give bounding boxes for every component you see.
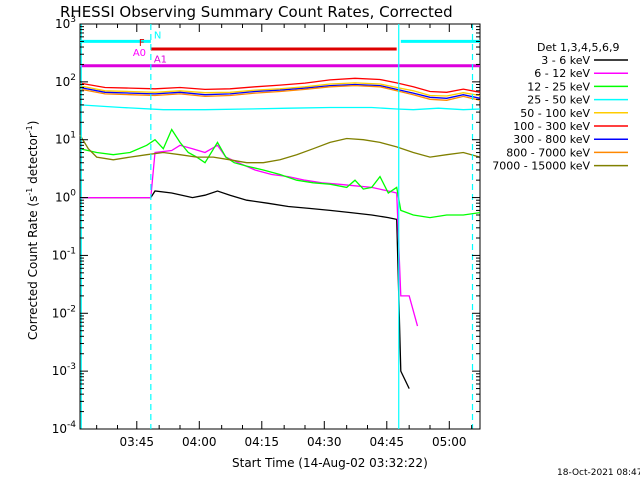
series-line-8 <box>79 84 481 101</box>
flag-label-n: N <box>154 30 161 41</box>
y-tick-label-6: 101 <box>55 131 76 147</box>
flag-label-f: F <box>139 38 145 49</box>
y-tick-label-3: 10-2 <box>52 304 76 320</box>
y-tick-label-7: 102 <box>55 73 76 89</box>
legend-label-6: 100 - 300 keV <box>513 120 590 133</box>
legend-label-1: 3 - 6 keV <box>541 54 590 67</box>
y-tick-label-4: 10-1 <box>52 246 76 262</box>
series-line-9 <box>79 134 481 164</box>
series-line-7 <box>79 83 481 99</box>
x-tick-label-3: 04:15 <box>244 435 279 449</box>
legend-label-4: 25 - 50 keV <box>527 94 590 107</box>
series-line-6 <box>79 77 481 93</box>
plot-frame <box>79 23 481 430</box>
legend-label-7: 300 - 800 keV <box>513 133 590 146</box>
legend-label-8: 800 - 7000 keV <box>506 146 590 159</box>
series-layer <box>79 77 481 389</box>
x-tick-label-4: 04:30 <box>307 435 342 449</box>
generation-timestamp: 18-Oct-2021 08:47 <box>557 468 640 478</box>
flag-label-a1: A1 <box>154 55 167 66</box>
x-axis: 03:45 04:00 04:15 04:30 04:45 05:00 <box>96 24 473 449</box>
legend-label-3: 12 - 25 keV <box>527 80 590 93</box>
x-tick-label-2: 04:00 <box>182 435 217 449</box>
legend-label-2: 6 - 12 keV <box>534 67 590 80</box>
series-line-3 <box>79 128 481 219</box>
x-tick-label-5: 04:45 <box>369 435 404 449</box>
vertical-markers-layer <box>80 24 474 429</box>
y-tick-label-2: 10-3 <box>52 362 76 378</box>
chart-title: RHESSI Observing Summary Count Rates, Co… <box>60 3 453 21</box>
y-tick-label-8: 103 <box>55 15 76 31</box>
y-axis: 10-4 10-3 10-2 10-1 100 101 102 103 <box>52 15 480 436</box>
series-line-1 <box>80 190 410 389</box>
legend-label-5: 50 - 100 keV <box>520 107 590 120</box>
series-line-5 <box>79 82 481 97</box>
legend-label-9: 7000 - 15000 keV <box>492 160 590 173</box>
y-tick-label-1: 10-4 <box>52 420 77 436</box>
series-line-4 <box>79 104 481 111</box>
legend-header: Det 1,3,4,5,6,9 <box>537 41 620 54</box>
x-tick-label-1: 03:45 <box>119 435 154 449</box>
x-axis-label: Start Time (14-Aug-02 03:32:22) <box>232 456 428 470</box>
flag-label-a0: A0 <box>133 48 146 59</box>
y-tick-label-5: 100 <box>55 189 76 205</box>
series-line-2 <box>80 144 419 327</box>
x-tick-label-6: 05:00 <box>432 435 467 449</box>
y-axis-label: Corrected Count Rate (s-1 detector-1) <box>25 121 40 340</box>
